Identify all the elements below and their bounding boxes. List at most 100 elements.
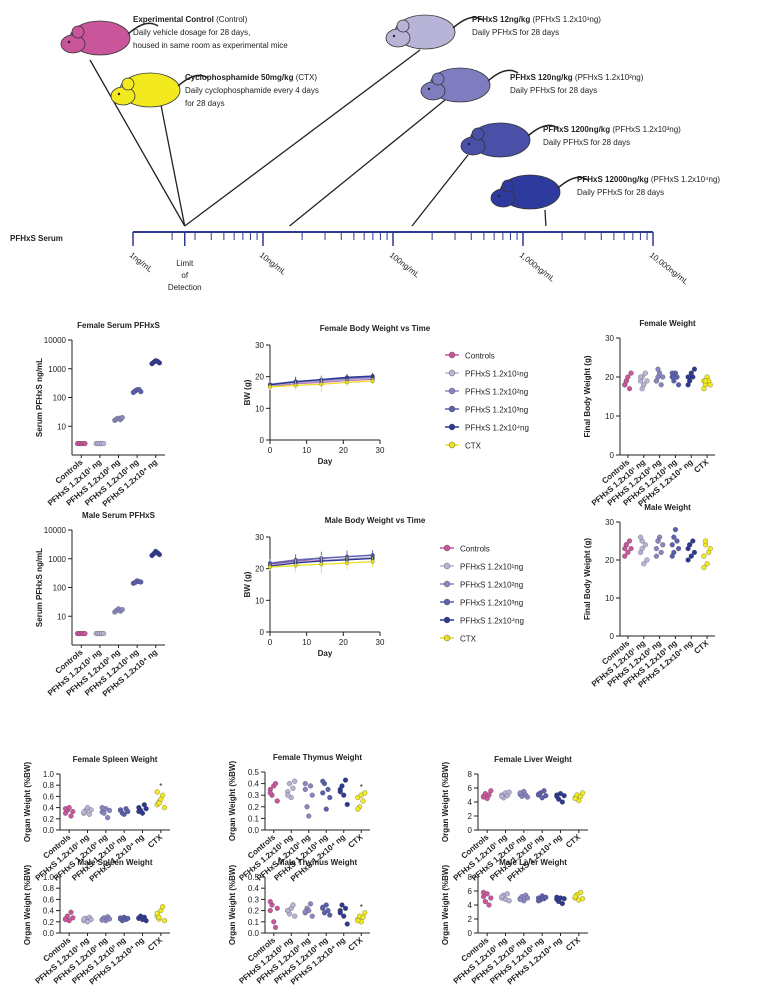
legend-marker	[443, 634, 451, 642]
legend-label: PFHxS 1.2x10¹ng	[460, 563, 523, 572]
y-axis-label: Serum PFHxS ng/mL	[35, 358, 44, 437]
x-tick-label: 30	[376, 446, 385, 455]
data-point	[319, 562, 324, 567]
y-tick-label: 100	[53, 584, 67, 593]
group-desc: Daily PFHxS for 28 days	[543, 138, 630, 147]
data-point	[290, 785, 296, 791]
y-tick-label: 1000	[48, 365, 66, 374]
data-point	[286, 781, 293, 787]
y-tick-label: 0.1	[248, 918, 260, 927]
data-point	[622, 553, 628, 559]
y-tick-label: 0	[610, 632, 615, 641]
y-tick-label: 0	[610, 451, 615, 460]
y-tick-label: 1.0	[43, 873, 55, 882]
data-point	[70, 808, 76, 815]
mouse-icon	[385, 14, 484, 50]
x-tick-label: CTX	[564, 832, 583, 850]
data-point	[271, 919, 277, 925]
y-tick-label: 0	[468, 929, 473, 938]
legend-marker	[443, 562, 451, 570]
data-point	[161, 805, 168, 811]
legend-label: PFHxS 1.2x10⁴ng	[465, 424, 529, 433]
y-tick-label: 0.2	[43, 815, 55, 824]
y-tick-label: 0.2	[43, 918, 55, 927]
y-tick-label: 2	[468, 915, 473, 924]
legend-label: PFHxS 1.2x10³ng	[465, 406, 528, 415]
data-point	[556, 796, 562, 802]
legend-label: PFHxS 1.2x10²ng	[465, 388, 528, 397]
chart-title: Male Serum PFHxS	[82, 511, 156, 520]
y-tick-label: 0.1	[248, 814, 260, 823]
legend-marker	[448, 405, 456, 413]
x-tick-label: 0	[268, 638, 273, 647]
data-point	[117, 915, 124, 921]
data-point	[88, 807, 94, 813]
data-point	[674, 538, 680, 544]
y-axis-label: Serum PFHxS ng/mL	[35, 548, 44, 627]
data-point	[355, 918, 361, 924]
data-point	[517, 790, 523, 796]
data-point	[268, 565, 272, 570]
data-point	[323, 806, 329, 812]
data-point	[702, 538, 709, 544]
y-axis-label: Organ Weight (%BW)	[23, 865, 32, 946]
legend-marker	[448, 441, 456, 449]
legend-label: CTX	[460, 635, 477, 644]
data-point	[84, 805, 91, 811]
data-point	[360, 914, 366, 920]
chart-title: Female Thymus Weight	[273, 753, 363, 762]
data-point	[702, 378, 709, 384]
x-axis-label: Day	[318, 457, 333, 466]
y-axis-label: Organ Weight (%BW)	[441, 762, 450, 843]
y-axis-label: BW (g)	[243, 571, 252, 597]
mouse-head	[460, 136, 486, 156]
group-tag: (CTX)	[293, 73, 317, 82]
x-tick-label: 10	[302, 638, 311, 647]
x-tick-label: CTX	[692, 457, 711, 475]
data-point	[669, 553, 675, 559]
data-point	[101, 631, 107, 637]
data-point	[292, 913, 298, 919]
data-point	[626, 386, 633, 392]
x-tick-label: CTX	[146, 832, 165, 850]
data-point	[138, 579, 144, 585]
data-point	[655, 366, 661, 372]
data-point	[268, 384, 272, 389]
chart-title: Male Liver Weight	[499, 858, 567, 867]
y-tick-label: 0.0	[43, 929, 55, 938]
y-axis-label: Organ Weight (%BW)	[228, 761, 237, 842]
data-point	[701, 565, 707, 571]
group-name: Experimental Control	[133, 15, 214, 24]
data-point	[125, 915, 131, 921]
data-point	[358, 792, 364, 798]
data-point	[370, 379, 375, 384]
y-axis-label: Final Body Weight (g)	[583, 538, 592, 620]
data-point	[687, 542, 693, 548]
x-tick-label: 10,000ng/mL	[648, 250, 691, 286]
chart-title: Female Liver Weight	[494, 755, 572, 764]
data-point	[628, 546, 634, 552]
legend-marker	[448, 351, 456, 359]
legend-marker	[443, 544, 451, 552]
mouse-icon	[460, 122, 559, 158]
data-point	[327, 912, 333, 918]
x-tick-label: 10ng/mL	[258, 250, 289, 277]
data-point	[344, 921, 350, 927]
x-tick-label: CTX	[346, 935, 365, 953]
data-point	[499, 894, 505, 900]
data-point	[302, 786, 308, 792]
y-tick-label: 30	[255, 341, 264, 350]
legend-marker	[443, 598, 451, 606]
mouse-ear	[501, 179, 515, 193]
data-point	[362, 790, 368, 796]
annotation: *	[360, 783, 363, 792]
group-name: PFHxS 12ng/kg	[472, 15, 530, 24]
data-point	[342, 777, 349, 783]
x-tick-label: 0	[268, 446, 273, 455]
data-point	[653, 378, 659, 384]
data-point	[626, 538, 633, 544]
data-point	[561, 793, 567, 799]
y-tick-label: 100	[53, 394, 67, 403]
y-tick-label: 2	[468, 812, 473, 821]
